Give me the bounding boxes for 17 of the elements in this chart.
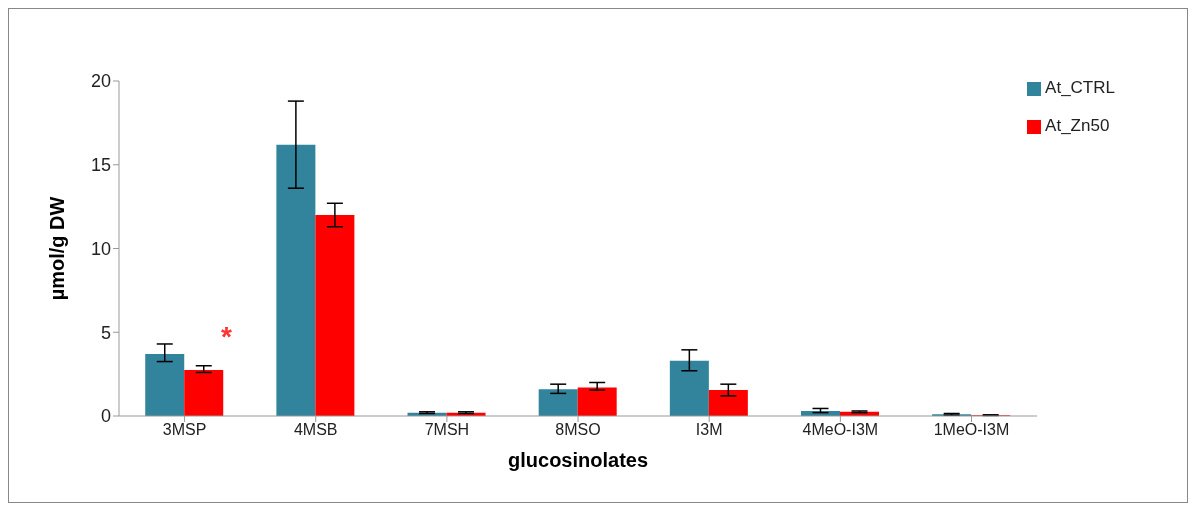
y-tick-label: 5 bbox=[100, 322, 111, 343]
y-tick-label: 15 bbox=[90, 155, 111, 176]
y-axis-title: µmol/g DW bbox=[46, 196, 69, 301]
x-tick-label: 4MeO-I3M bbox=[802, 421, 879, 439]
legend-label: At_CTRL bbox=[1045, 78, 1115, 97]
x-axis-title: glucosinolates bbox=[508, 449, 649, 471]
y-tick-label: 0 bbox=[100, 406, 111, 427]
x-tick-label: 7MSH bbox=[424, 421, 470, 439]
y-tick-label: 10 bbox=[90, 238, 111, 259]
x-tick-label: 4MSB bbox=[293, 421, 338, 439]
x-tick-label: 1MeO-I3M bbox=[933, 421, 1010, 439]
legend-label: At_Zn50 bbox=[1045, 116, 1110, 135]
x-tick-label: I3M bbox=[695, 421, 723, 439]
x-tick-label: 3MSP bbox=[162, 421, 207, 439]
x-tick-label: 8MSO bbox=[555, 421, 601, 439]
y-tick-label: 20 bbox=[90, 71, 111, 92]
annotation: * bbox=[221, 320, 233, 352]
